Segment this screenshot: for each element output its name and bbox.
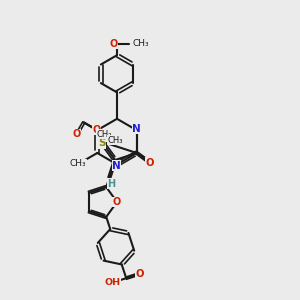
Text: CH₃: CH₃ [133, 39, 149, 48]
Text: O: O [92, 124, 100, 135]
Text: O: O [73, 129, 81, 140]
Text: CH₂: CH₂ [97, 130, 112, 139]
Text: N: N [112, 161, 121, 171]
Text: N: N [132, 124, 141, 134]
Text: S: S [98, 138, 105, 148]
Text: OH: OH [104, 278, 121, 287]
Text: O: O [135, 269, 144, 279]
Text: O: O [146, 158, 154, 167]
Text: O: O [113, 197, 121, 207]
Text: O: O [109, 39, 118, 49]
Text: H: H [107, 179, 115, 189]
Text: CH₃: CH₃ [107, 136, 123, 145]
Text: CH₃: CH₃ [70, 159, 87, 168]
